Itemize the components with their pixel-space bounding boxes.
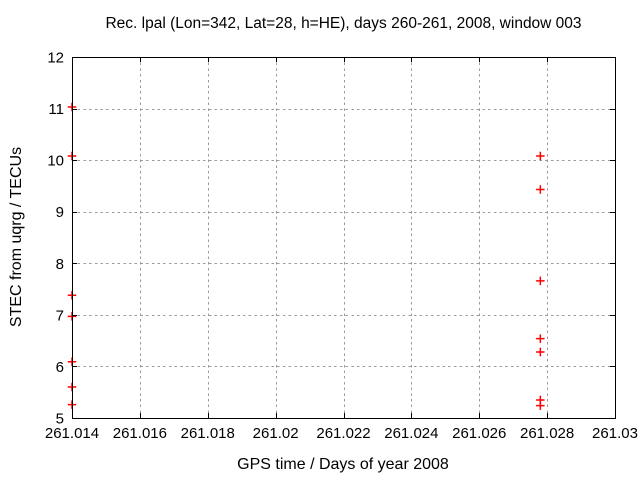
x-tick-label: 261.014 (45, 425, 99, 442)
y-tick-label: 6 (56, 359, 64, 376)
x-axis-label: GPS time / Days of year 2008 (237, 456, 449, 473)
data-point-marker (536, 276, 545, 286)
y-tick-label: 9 (56, 204, 64, 221)
y-tick-label: 10 (47, 153, 64, 170)
y-tick-label: 8 (56, 256, 64, 273)
data-point-marker (536, 151, 545, 161)
x-tick-label: 261.02 (253, 425, 299, 442)
plot-border (72, 57, 616, 419)
data-point-marker (536, 401, 545, 410)
x-tick-label: 261.016 (113, 425, 167, 442)
data-point-marker (536, 347, 545, 357)
x-tick-label: 261.018 (181, 425, 235, 442)
y-tick-label: 12 (47, 50, 64, 67)
data-point-marker (536, 185, 545, 194)
x-tick-label: 261.024 (384, 425, 438, 442)
chart-title: Rec. lpal (Lon=342, Lat=28, h=HE), days … (105, 15, 582, 32)
y-tick-label: 7 (56, 307, 64, 324)
x-tick-label: 261.022 (316, 425, 370, 442)
x-tick-label: 261.026 (452, 425, 506, 442)
data-point-marker (536, 334, 545, 343)
x-tick-label: 261.028 (520, 425, 574, 442)
y-tick-label: 11 (48, 101, 64, 118)
x-tick-label: 261.03 (592, 425, 638, 442)
y-tick-label: 5 (56, 411, 64, 428)
